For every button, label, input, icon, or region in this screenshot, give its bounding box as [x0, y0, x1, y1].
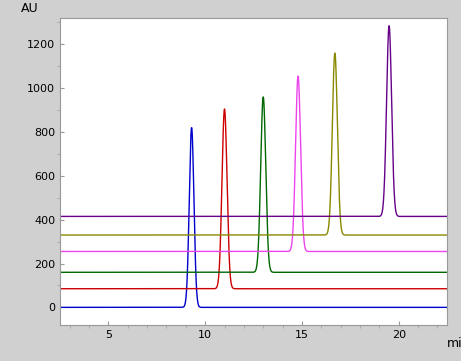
- X-axis label: mi: mi: [447, 337, 461, 350]
- Text: AU: AU: [21, 2, 39, 15]
